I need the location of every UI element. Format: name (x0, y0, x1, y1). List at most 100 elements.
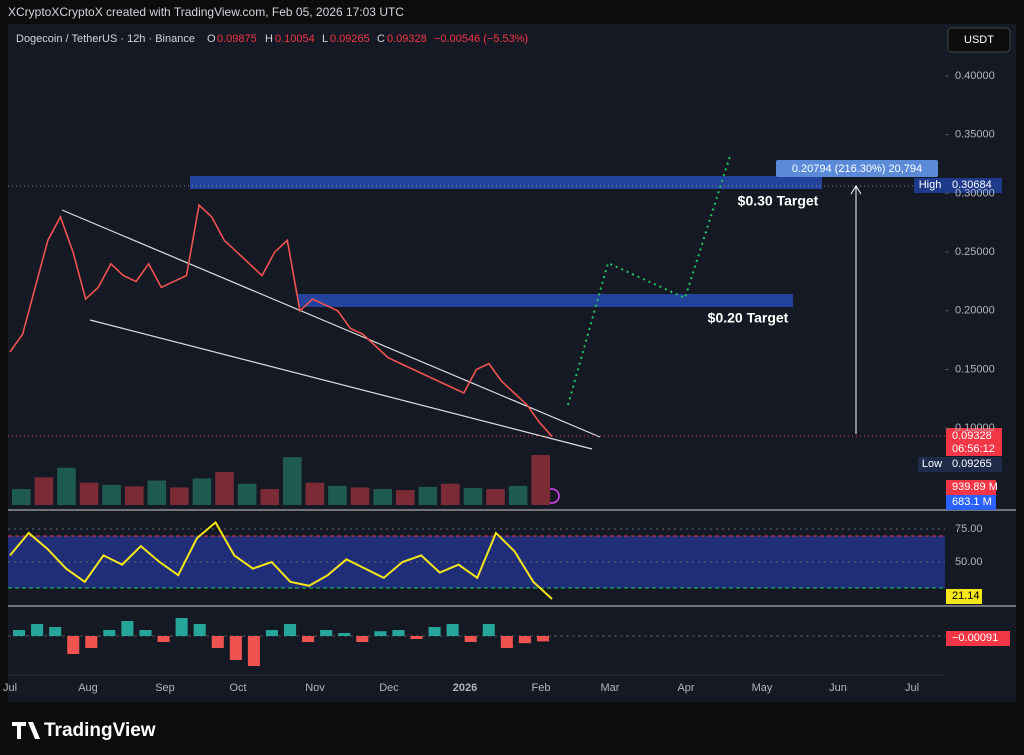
volume-bar (192, 478, 212, 505)
rsi-tick-label: 50.00 (955, 556, 983, 568)
resistance-zone (298, 294, 793, 307)
target-label: $0.30 Target (738, 193, 819, 209)
o-label: O (207, 33, 216, 45)
volume-bar (418, 486, 438, 505)
time-label: Dec (379, 682, 399, 694)
resistance-zone (190, 176, 822, 189)
price-tick-label: 0.40000 (955, 70, 995, 82)
volume-label: 939.89 M (952, 481, 998, 493)
brand-name: TradingView (44, 720, 156, 741)
macd-bar (536, 636, 549, 642)
macd-bar (265, 630, 278, 636)
low-value: 0.09265 (952, 458, 992, 470)
volume-bar (237, 483, 257, 505)
caption: XCryptoXCryptoX created with TradingView… (8, 5, 404, 19)
change: −0.00546 (−5.53%) (434, 33, 528, 45)
price-line (9, 203, 553, 437)
time-label: Jun (829, 682, 847, 694)
h-label: H (265, 33, 273, 45)
volume-bar (441, 483, 460, 505)
high-box (946, 178, 1002, 193)
logo (12, 722, 40, 739)
low-box (946, 457, 1002, 472)
currency[interactable]: USDT (964, 34, 994, 46)
o-value: 0.09875 (217, 33, 257, 45)
measure-arrow (850, 185, 862, 195)
macd-bar (157, 636, 170, 642)
measure-box (776, 160, 938, 177)
volume-bar (373, 489, 392, 505)
c-value: 0.09328 (387, 33, 427, 45)
time-label: Oct (229, 682, 246, 694)
high-value: 0.30684 (952, 179, 992, 191)
time-label: Aug (78, 682, 98, 694)
time-label: 2026 (453, 682, 477, 694)
macd-bar (139, 630, 152, 636)
macd-bar (193, 624, 206, 636)
rsi-last: 21.14 (952, 590, 980, 602)
macd-bar (49, 627, 62, 636)
volume-bar (486, 489, 505, 505)
macd-bar (338, 633, 351, 636)
macd-bar (356, 636, 369, 642)
volume-bar (79, 482, 99, 505)
plot: 0.40000 0.35000 0.30000 0.25000 0.20000 0.150… (3, 70, 995, 694)
volume-bar (305, 482, 325, 505)
volume-bar (102, 484, 121, 505)
l-label: L (322, 33, 328, 45)
countdown: 06:56:12 (952, 443, 995, 455)
time-label: Nov (305, 682, 325, 694)
high-label-box (914, 178, 946, 193)
price-tick-label: 0.35000 (955, 129, 995, 141)
time-label: Sep (155, 682, 175, 694)
legend: Dogecoin / TetherUS · 12h · Binance O 0.… (16, 33, 528, 45)
volume-bar (170, 487, 189, 505)
brand: TradingView (12, 720, 156, 741)
time-label: Apr (677, 682, 694, 694)
time-label: Jul (905, 682, 919, 694)
macd-bar (302, 636, 315, 642)
last-price-box (946, 428, 1002, 456)
volume-box (946, 480, 996, 495)
volume-bar (350, 487, 370, 505)
volume-bar (283, 457, 302, 505)
macd-bar (482, 624, 495, 636)
volume-bar (34, 477, 54, 505)
low-label: Low (922, 458, 942, 470)
macd-bar (31, 624, 44, 636)
price-tick-label: 0.30000 (955, 187, 995, 199)
macd-bar (121, 621, 134, 636)
volume-bar (508, 485, 528, 505)
currency-button[interactable] (947, 27, 1011, 53)
projection (567, 155, 731, 406)
macd-bar (320, 630, 333, 636)
volume-bar (215, 472, 234, 505)
h-value: 0.10054 (275, 33, 315, 45)
macd-box (946, 631, 1010, 646)
volume-bar (57, 467, 76, 505)
macd-bar (175, 618, 188, 636)
volume-bar (12, 489, 31, 505)
time-label: Jul (3, 682, 17, 694)
macd-bar (211, 636, 224, 648)
volume-bar (395, 490, 415, 505)
volume-bar (260, 489, 279, 505)
measure-label: 0.20794 (216.30%) 20,794 (792, 163, 922, 175)
rsi-box (946, 589, 982, 604)
volume-bar (124, 486, 144, 505)
macd-bar (410, 636, 423, 639)
time-label: Mar (601, 682, 620, 694)
macd-bar (67, 636, 80, 654)
trendline (89, 319, 593, 450)
macd-bar (518, 636, 531, 644)
macd-bar (13, 630, 26, 636)
macd-bar (464, 636, 477, 642)
last-price: 0.09328 (952, 430, 992, 442)
time-label: May (752, 682, 773, 694)
chart-area (8, 24, 1016, 702)
trendline (61, 209, 601, 438)
macd-bar (446, 624, 459, 636)
macd-last: −0.00091 (952, 632, 998, 644)
